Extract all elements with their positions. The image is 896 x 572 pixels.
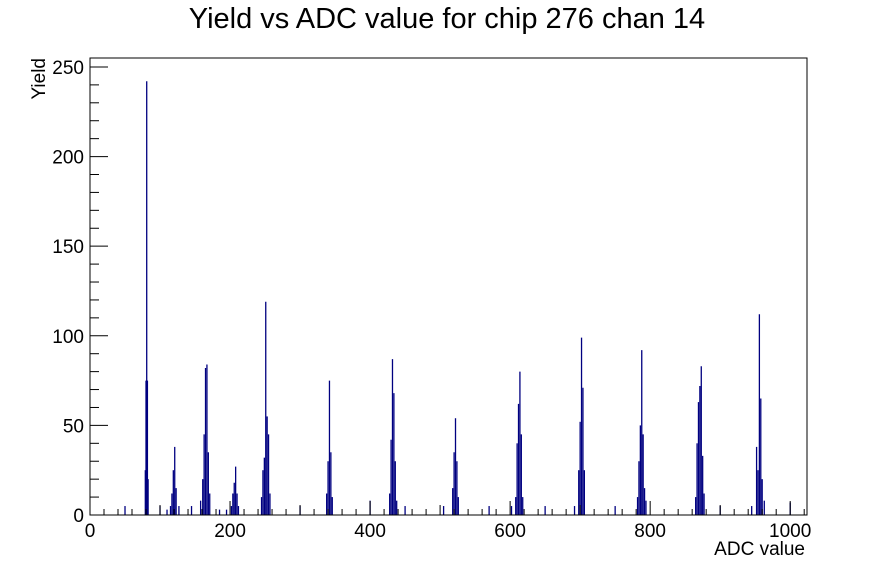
y-tick-label: 200 xyxy=(52,148,84,169)
x-tick-label: 0 xyxy=(85,521,96,542)
y-tick-label: 250 xyxy=(52,58,84,79)
y-axis-ticks: 0 50 100 150 200 250 xyxy=(52,58,108,527)
x-tick-label: 800 xyxy=(634,521,666,542)
y-tick-label: 0 xyxy=(73,506,84,527)
chart-title: Yield vs ADC value for chip 276 chan 14 xyxy=(189,3,705,35)
histogram-bars xyxy=(124,81,791,515)
y-tick-label: 50 xyxy=(63,416,84,437)
x-tick-label: 200 xyxy=(214,521,246,542)
x-axis-ticks: 0 200 400 600 800 1000 xyxy=(85,501,811,542)
x-tick-label: 1000 xyxy=(769,521,811,542)
plot-frame xyxy=(89,57,808,516)
y-tick-label: 100 xyxy=(52,327,84,348)
x-axis-label: ADC value xyxy=(714,539,805,560)
y-tick-label: 150 xyxy=(52,237,84,258)
x-tick-label: 600 xyxy=(494,521,526,542)
x-tick-label: 400 xyxy=(354,521,386,542)
y-axis-label: Yield xyxy=(29,58,50,100)
